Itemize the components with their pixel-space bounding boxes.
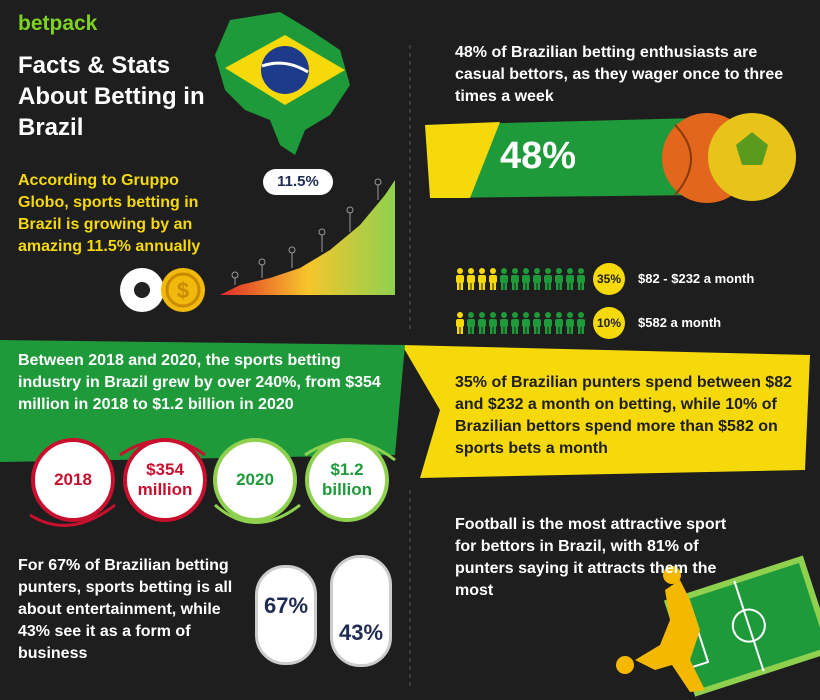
spend-label: $82 - $232 a month [638,271,755,286]
industry-circle: 2018 [31,438,115,522]
growth-text: According to Gruppo Globo, sports bettin… [18,172,201,255]
football-text: Football is the most attractive sport fo… [455,516,727,599]
entertainment-badge: 43% [338,620,384,645]
entertainment-text: For 67% of Brazilian betting punters, sp… [18,557,233,662]
spend-badge: 10% [593,307,625,339]
badge-pill: 43% [330,555,392,667]
industry-circle: $1.2 billion [305,438,389,522]
casual-badge: 48% [500,135,577,177]
svg-text:$: $ [177,278,189,303]
badge-pill: 67% [255,565,317,665]
entertainment-badge: 67% [263,593,309,618]
spend-label: $582 a month [638,315,722,330]
growth-badge: 11.5% [277,173,319,190]
spend-badge: 35% [593,263,625,295]
spending-text: 35% of Brazilian punters spend between $… [455,374,792,457]
logo: betpack [18,12,98,35]
industry-text: Between 2018 and 2020, the sports bettin… [18,352,381,413]
industry-circle: $354 million [123,438,207,522]
casual-text: 48% of Brazilian betting enthusiasts are… [455,44,784,105]
title: Facts & Stats About Betting in Brazil [18,52,205,141]
industry-circle: 2020 [213,438,297,522]
